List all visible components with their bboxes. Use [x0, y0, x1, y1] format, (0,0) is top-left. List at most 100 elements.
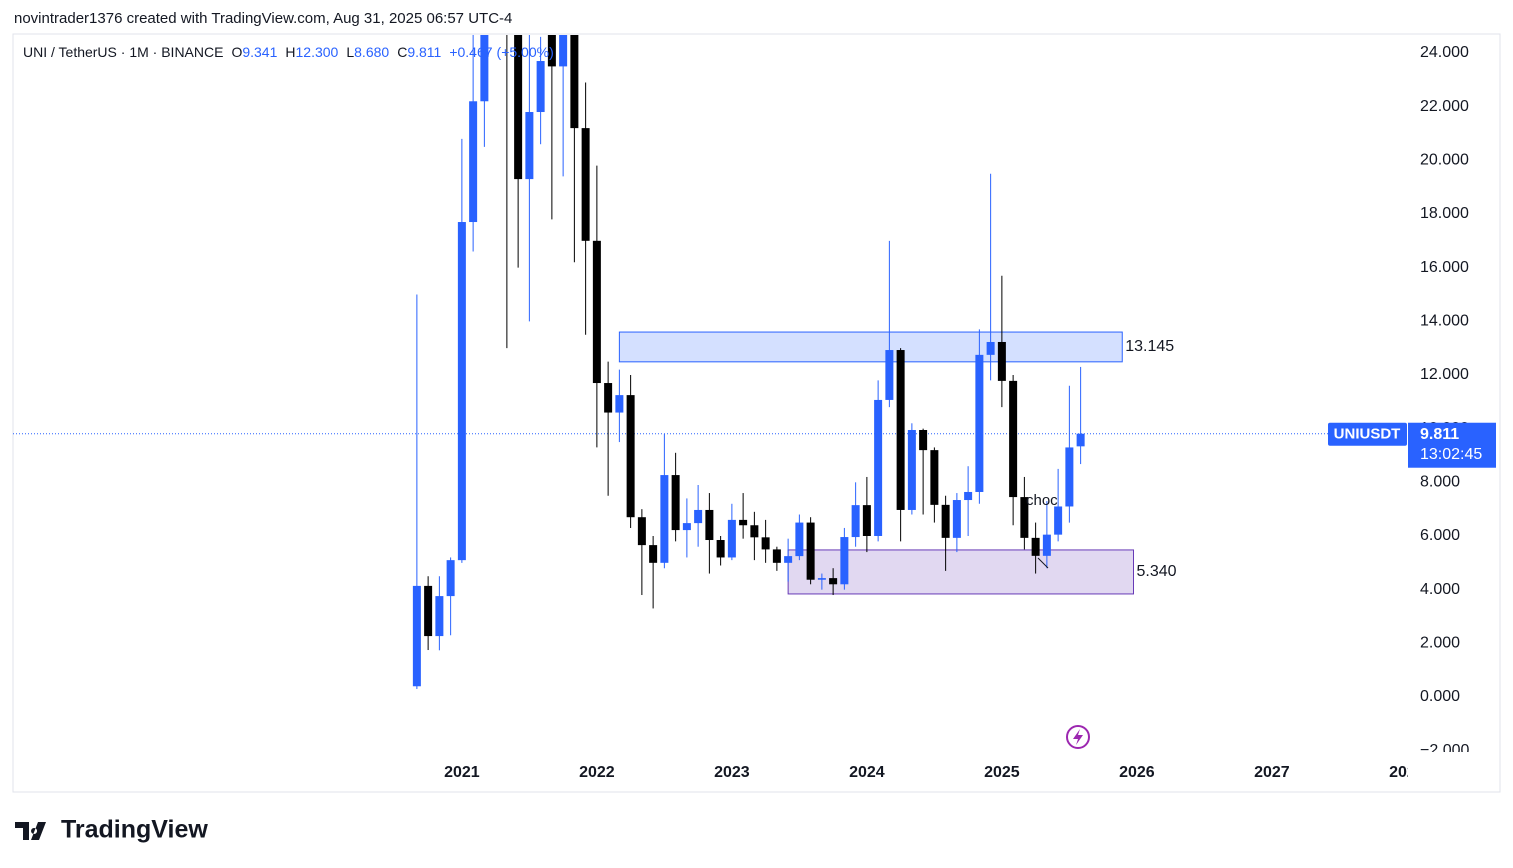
- candle-body: [840, 537, 849, 585]
- brand: TradingView: [61, 816, 208, 844]
- price-label: 9.811: [1420, 426, 1459, 443]
- candle-body: [412, 585, 421, 687]
- candle-body: [952, 500, 961, 538]
- candle-body: [480, 35, 489, 102]
- candle-body: [570, 35, 579, 129]
- frame: [12, 33, 1501, 793]
- x-tick-label: 2025: [984, 764, 1020, 781]
- legend-item: 9.341: [242, 44, 277, 60]
- x-tick-label: 2022: [579, 764, 615, 781]
- legend-item: 12.300: [296, 44, 339, 60]
- candle-body: [1042, 534, 1051, 556]
- candle-body: [694, 509, 703, 524]
- candle-body: [795, 522, 804, 557]
- candle-body: [525, 112, 534, 180]
- candle-body: [964, 491, 973, 501]
- legend-item: L: [346, 44, 354, 60]
- candle-body: [559, 35, 568, 67]
- candle-body: [750, 525, 759, 538]
- x-tick-label: 2027: [1254, 764, 1290, 781]
- candle-body: [424, 585, 433, 637]
- annotation-pointer: [1037, 557, 1049, 569]
- candle-body: [930, 450, 939, 505]
- symbol-label: UNIUSDT: [1334, 426, 1401, 443]
- candle-body: [705, 509, 714, 541]
- y-tick-label: 0.000: [1420, 688, 1460, 705]
- legend-item: (+5.00%): [497, 44, 554, 60]
- candle-body: [907, 429, 916, 510]
- y-tick-label: 14.000: [1420, 313, 1469, 330]
- candle-body: [1054, 506, 1063, 535]
- candle-body: [1065, 447, 1074, 507]
- candle-body: [817, 578, 826, 580]
- candle-body: [784, 556, 793, 563]
- candle-body: [874, 399, 883, 536]
- candle-body: [592, 240, 601, 384]
- legend: UNI / TetherUS · 1M · BINANCE O9.341 H12.3…: [23, 44, 554, 60]
- candle-body: [896, 350, 905, 510]
- zone-label: 5.340: [1137, 563, 1177, 580]
- x-tick-label: 2026: [1119, 764, 1155, 781]
- candle-body: [761, 537, 770, 550]
- credit: novintrader1376 created with TradingView…: [14, 10, 512, 27]
- legend-item: 9.811: [407, 44, 441, 60]
- candle-body: [1020, 497, 1029, 538]
- candle-body: [547, 35, 556, 67]
- candle-body: [851, 505, 860, 538]
- candle-body: [469, 101, 478, 223]
- legend-item: C: [397, 44, 407, 60]
- candle-body: [772, 549, 781, 563]
- y-tick-label: 8.000: [1420, 474, 1460, 491]
- candle-body: [716, 540, 725, 558]
- legend-item: +0.467: [449, 44, 492, 60]
- y-tick-label: 12.000: [1420, 366, 1469, 383]
- y-tick-label: 22.000: [1420, 98, 1469, 115]
- y-tick-label: 20.000: [1420, 152, 1469, 169]
- candle-body: [919, 429, 928, 451]
- y-axis: −2.0000.0002.0004.0006.0008.00010.00012.…: [1420, 44, 1469, 759]
- candle-body: [615, 395, 624, 413]
- legend-item: H: [285, 44, 295, 60]
- y-tick-label: 16.000: [1420, 259, 1469, 276]
- x-tick-label: 2021: [444, 764, 480, 781]
- candle-body: [671, 475, 680, 531]
- zone-label: 13.145: [1125, 338, 1174, 355]
- candle-body: [1009, 380, 1018, 498]
- candle-body: [457, 222, 466, 561]
- candle-body: [727, 519, 736, 558]
- plot-area: [13, 0, 1408, 689]
- candle-body: [739, 519, 748, 526]
- y-tick-label: 4.000: [1420, 581, 1460, 598]
- candle-body: [649, 545, 658, 563]
- countdown: 13:02:45: [1420, 446, 1482, 463]
- x-axis: 2021 2022 2023 2024 2025 2026 2027 2028: [444, 764, 1425, 781]
- x-tick-label: 2023: [714, 764, 750, 781]
- candle-body: [581, 128, 590, 241]
- candle-body: [1076, 433, 1085, 447]
- candle-body: [435, 596, 444, 637]
- candle-body: [637, 517, 646, 546]
- y-tick-label: −2.000: [1420, 742, 1469, 759]
- y-tick-label: 2.000: [1420, 635, 1460, 652]
- candle-body: [997, 341, 1006, 381]
- candle-body: [604, 383, 613, 413]
- y-tick-label: 24.000: [1420, 44, 1469, 61]
- candle-body: [626, 395, 635, 518]
- price-tag: [1408, 422, 1496, 468]
- candle-body: [986, 341, 995, 355]
- candle-body: [941, 504, 950, 538]
- candle-body: [862, 505, 871, 536]
- symbol-tag: [1328, 422, 1407, 446]
- candle-body: [682, 523, 691, 531]
- candle-body: [446, 560, 455, 597]
- brand-logo: [15, 822, 46, 840]
- x-tick-label: 2028: [1389, 764, 1425, 781]
- legend-item: UNI / TetherUS · 1M · BINANCE: [23, 44, 223, 60]
- candle-body: [660, 475, 669, 563]
- candle-body: [503, 0, 511, 10]
- candle-body: [1031, 537, 1040, 556]
- candle-body: [975, 354, 984, 492]
- zone: [787, 549, 1134, 595]
